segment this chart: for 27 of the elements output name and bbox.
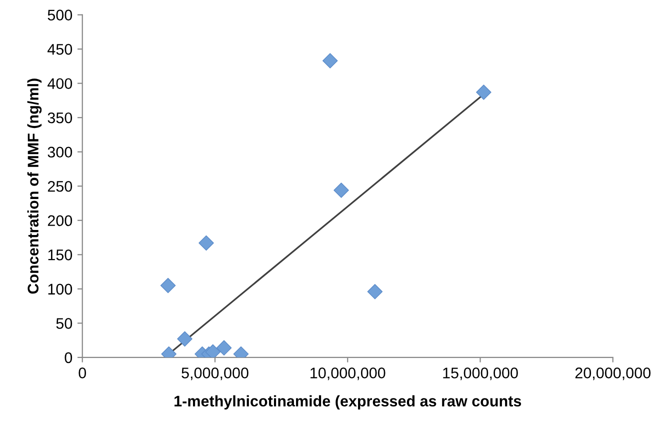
point: [160, 278, 176, 294]
point: [198, 235, 214, 251]
y-tick-label: 100: [48, 284, 72, 295]
x-tick-label: 10,000,000: [310, 368, 386, 380]
point: [476, 84, 492, 100]
y-tick-label: 250: [48, 180, 72, 192]
x-tick-label: 15,000,000: [443, 368, 518, 380]
y-tick-label: 150: [48, 250, 72, 260]
y-tick-label: 0: [64, 352, 72, 364]
x-tick-label: 20,000,000: [575, 368, 651, 380]
x-tick-label: 0: [78, 368, 86, 378]
x-axis-title: 1-methylnicotinamide (expressed as raw counts: [174, 395, 522, 410]
y-axis-title: Concentration of MMF (ng/ml): [27, 78, 42, 294]
y-tick-label: 200: [48, 215, 72, 226]
y-tick-label: 500: [48, 10, 72, 20]
point: [216, 340, 232, 356]
point: [205, 344, 221, 358]
x-tick-label: 5,000,000: [182, 368, 248, 380]
point: [322, 53, 338, 68]
y-tick-label: 300: [48, 146, 72, 158]
y-tick-label: 450: [48, 44, 72, 55]
point: [367, 284, 383, 300]
point: [334, 182, 349, 198]
y-tick-label: 350: [48, 112, 72, 124]
y-tick-label: 50: [56, 318, 72, 329]
point: [177, 331, 192, 347]
y-tick-label: 400: [48, 78, 72, 90]
